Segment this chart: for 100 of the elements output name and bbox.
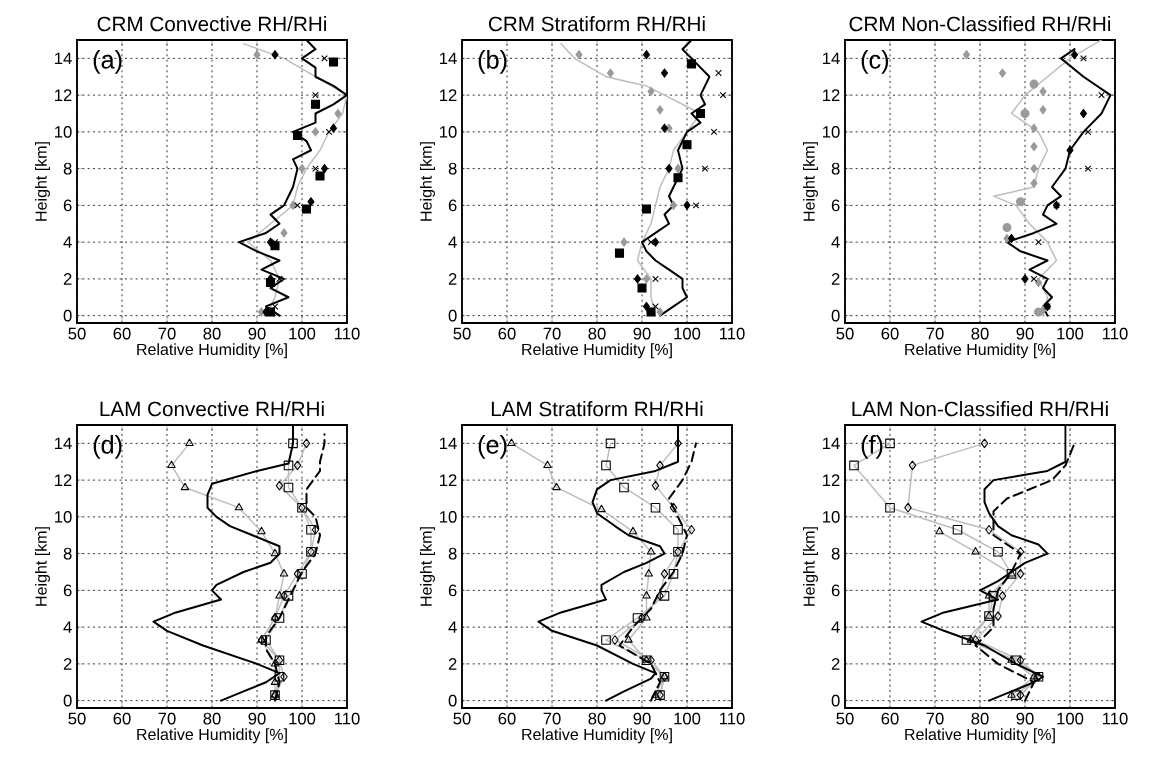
x-tick-label: 90 [248, 712, 266, 725]
y-tick-label: 14 [823, 52, 840, 65]
x-tick-label: 50 [453, 712, 471, 725]
y-tick-label: 8 [448, 547, 457, 560]
y-tick-label: 6 [831, 584, 840, 597]
y-tick-label: 2 [63, 273, 72, 285]
x-tick-label: 50 [836, 327, 854, 340]
y-tick-label: 6 [63, 584, 72, 597]
x-tick-label: 70 [543, 712, 561, 725]
y-tick-label: 12 [440, 474, 457, 486]
y-tick-label: 4 [448, 236, 457, 248]
y-axis-title: Height [km] [35, 142, 50, 221]
chart-title: CRM Convective RH/RHi [97, 16, 326, 32]
x-tick-label: 50 [68, 327, 86, 340]
x-tick-label: 60 [881, 712, 899, 725]
y-tick-label: 4 [63, 621, 72, 633]
x-tick-label: 90 [1016, 327, 1034, 340]
y-tick-label: 2 [63, 658, 72, 670]
y-tick-label: 12 [823, 474, 840, 486]
y-tick-label: 14 [440, 52, 457, 65]
x-tick-label: 100 [674, 712, 701, 725]
x-tick-label: 80 [203, 327, 221, 340]
y-tick-label: 8 [831, 547, 840, 560]
x-tick-label: 80 [971, 327, 989, 340]
y-tick-label: 14 [440, 437, 457, 450]
y-tick-label: 4 [448, 621, 457, 633]
x-tick-label: 60 [113, 327, 131, 340]
x-tick-label: 50 [836, 712, 854, 725]
y-tick-label: 0 [831, 694, 840, 707]
x-tick-label: 70 [926, 712, 944, 725]
x-tick-label: 90 [1016, 712, 1034, 725]
annotation: (d) [93, 435, 122, 459]
y-tick-label: 6 [448, 584, 457, 597]
x-axis-title: Relative Humidity [%] [137, 343, 287, 359]
y-tick-label: 6 [63, 199, 72, 212]
x-tick-label: 50 [68, 712, 86, 725]
x-axis-title: Relative Humidity [%] [905, 728, 1055, 744]
y-tick-label: 12 [55, 474, 72, 486]
x-axis-title: Relative Humidity [%] [522, 343, 672, 359]
chart-title: CRM Stratiform RH/RHi [488, 16, 705, 32]
y-axis-title: Height [km] [803, 527, 818, 606]
x-tick-label: 70 [158, 327, 176, 340]
chart-title: LAM Convective RH/RHi [100, 401, 324, 417]
annotation: (b) [478, 50, 507, 74]
x-tick-label: 110 [334, 327, 360, 340]
y-tick-label: 4 [831, 236, 840, 248]
x-tick-label: 110 [719, 712, 745, 725]
y-tick-label: 8 [831, 162, 840, 175]
y-tick-label: 6 [831, 199, 840, 212]
y-tick-label: 0 [831, 309, 840, 322]
y-tick-label: 10 [440, 510, 457, 523]
x-axis-title: Relative Humidity [%] [905, 343, 1055, 359]
y-tick-label: 12 [440, 89, 457, 101]
y-axis-title: Height [km] [420, 527, 435, 606]
x-tick-label: 70 [158, 712, 176, 725]
x-tick-label: 60 [498, 712, 516, 725]
x-tick-label: 90 [633, 712, 651, 725]
y-tick-label: 0 [448, 309, 457, 322]
y-tick-label: 2 [831, 658, 840, 670]
x-axis-title: Relative Humidity [%] [137, 728, 287, 744]
x-tick-label: 100 [674, 327, 701, 340]
x-tick-label: 90 [633, 327, 651, 340]
x-tick-label: 110 [1102, 712, 1128, 725]
y-tick-label: 4 [63, 236, 72, 248]
y-tick-label: 8 [63, 162, 72, 175]
x-tick-label: 80 [971, 712, 989, 725]
y-tick-label: 0 [448, 694, 457, 707]
y-tick-label: 10 [55, 510, 72, 523]
x-tick-label: 110 [719, 327, 745, 340]
y-tick-label: 10 [823, 125, 840, 138]
x-axis-title: Relative Humidity [%] [522, 728, 672, 744]
chart-title: CRM Non-Classified RH/RHi [849, 16, 1111, 32]
annotation: (f) [861, 435, 883, 459]
y-tick-label: 12 [55, 89, 72, 101]
x-tick-label: 70 [543, 327, 561, 340]
y-tick-label: 6 [448, 199, 457, 212]
y-tick-label: 2 [448, 273, 457, 285]
y-tick-label: 0 [63, 694, 72, 707]
x-tick-label: 90 [248, 327, 266, 340]
y-tick-label: 14 [55, 437, 72, 450]
y-tick-label: 14 [55, 52, 72, 65]
x-tick-label: 110 [334, 712, 360, 725]
y-axis-title: Height [km] [803, 142, 818, 221]
y-tick-label: 14 [823, 437, 840, 450]
y-tick-label: 2 [448, 658, 457, 670]
y-tick-label: 12 [823, 89, 840, 101]
x-tick-label: 100 [1057, 712, 1084, 725]
chart-title: LAM Stratiform RH/RHi [491, 401, 703, 417]
y-tick-label: 10 [55, 125, 72, 138]
x-tick-label: 80 [588, 327, 606, 340]
y-tick-label: 10 [823, 510, 840, 523]
x-tick-label: 80 [588, 712, 606, 725]
annotation: (c) [861, 50, 889, 74]
x-tick-label: 60 [113, 712, 131, 725]
annotation: (e) [478, 435, 507, 459]
y-tick-label: 8 [448, 162, 457, 175]
x-tick-label: 100 [289, 327, 316, 340]
y-tick-label: 4 [831, 621, 840, 633]
x-tick-label: 100 [1057, 327, 1084, 340]
y-tick-label: 10 [440, 125, 457, 138]
